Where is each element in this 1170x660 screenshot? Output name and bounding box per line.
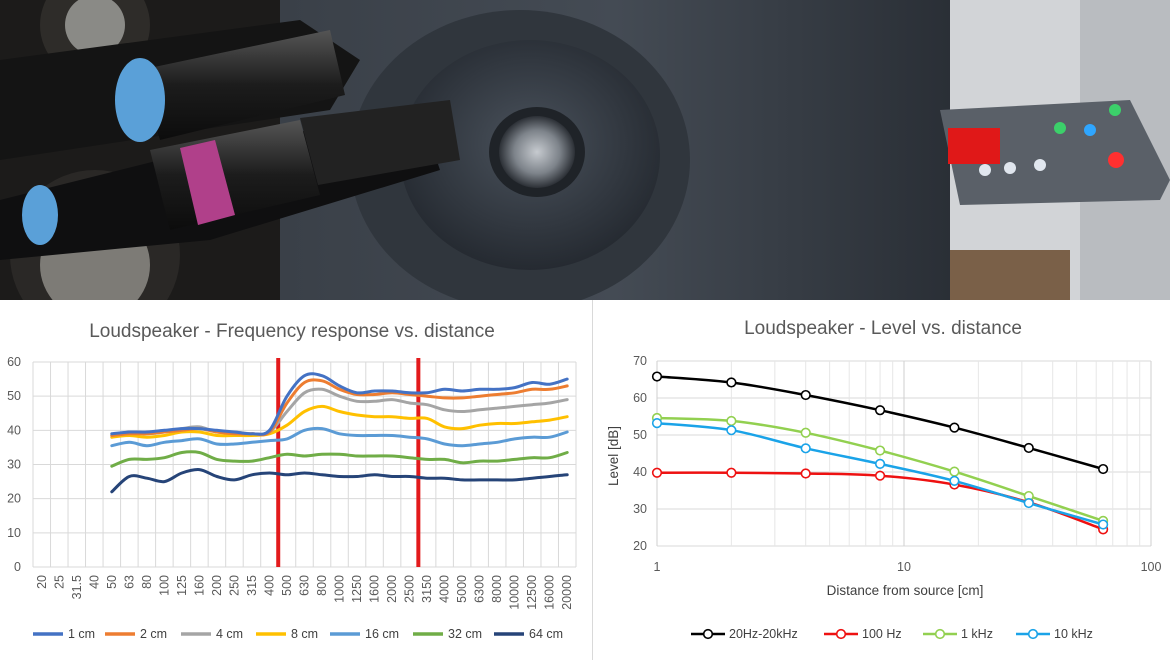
- y-tick-label: 30: [7, 458, 21, 472]
- chart-title: Loudspeaker - Level vs. distance: [744, 318, 1022, 339]
- frequency-response-chart: Loudspeaker - Frequency response vs. dis…: [7, 321, 577, 641]
- level-vs-distance-chart: Loudspeaker - Level vs. distance 20 30 40 5…: [606, 318, 1162, 641]
- data-point: [1098, 463, 1109, 475]
- data-point: [1023, 497, 1034, 509]
- data-point: [874, 470, 886, 481]
- x-tick-label: 160: [192, 575, 206, 596]
- data-point: [1023, 442, 1034, 454]
- x-tick-label: 100: [157, 575, 171, 596]
- data-point: [726, 377, 737, 388]
- x-tick-label: 500: [280, 575, 294, 596]
- y-tick-label: 50: [633, 428, 647, 442]
- data-point: [651, 467, 663, 478]
- x-tick-label: 2000: [385, 575, 399, 603]
- data-point: [800, 427, 811, 438]
- series-line: [110, 426, 569, 448]
- data-point: [800, 389, 811, 401]
- x-tick-label: 16000: [543, 575, 557, 610]
- x-tick-label: 12500: [525, 575, 539, 610]
- data-point: [651, 418, 663, 429]
- data-point: [874, 458, 886, 469]
- y-tick-label: 20: [633, 539, 647, 553]
- legend-label: 1 cm: [68, 627, 95, 641]
- data-point: [800, 443, 811, 454]
- x-tick-label: 250: [227, 575, 241, 596]
- chart-title: Loudspeaker - Frequency response vs. dis…: [89, 321, 495, 342]
- y-tick-label: 50: [7, 389, 21, 403]
- x-tick-label: 4000: [438, 575, 452, 603]
- x-tick-label: 40: [87, 575, 101, 589]
- data-point: [651, 371, 663, 382]
- series-line: [110, 468, 569, 494]
- data-point: [874, 405, 886, 416]
- y-tick-label: 60: [7, 355, 21, 369]
- legend-label: 2 cm: [140, 627, 167, 641]
- x-tick-label: 25: [52, 575, 66, 589]
- x-axis-label: Distance from source [cm]: [827, 583, 984, 598]
- x-tick-label: 10000: [508, 575, 522, 610]
- data-point: [949, 466, 960, 477]
- legend-label: 8 cm: [291, 627, 318, 641]
- x-tick-label: 1: [654, 560, 661, 574]
- legend-label: 1 kHz: [961, 627, 993, 641]
- series-line: [110, 372, 569, 436]
- x-tick-label: 100: [1141, 560, 1162, 574]
- legend-marker: [1027, 628, 1039, 640]
- x-tick-label: 31.5: [70, 575, 84, 599]
- y-tick-label: 0: [14, 560, 21, 574]
- data-point: [1098, 519, 1109, 530]
- x-tick-label: 2500: [403, 575, 417, 603]
- x-tick-label: 200: [210, 575, 224, 596]
- legend-marker: [934, 628, 946, 640]
- x-tick-label: 80: [140, 575, 154, 589]
- legend-marker: [702, 628, 714, 640]
- y-tick-label: 40: [7, 423, 21, 437]
- data-point: [874, 445, 886, 456]
- loudspeaker-measurement-photo: [0, 0, 1170, 300]
- x-tick-label: 63: [122, 575, 136, 589]
- x-tick-label: 315: [245, 575, 259, 596]
- legend-label: 4 cm: [216, 627, 243, 641]
- x-tick-label: 10: [897, 560, 911, 574]
- y-tick-label: 10: [7, 526, 21, 540]
- legend-marker: [835, 628, 847, 640]
- data-point: [949, 422, 960, 433]
- legend-label: 32 cm: [448, 627, 482, 641]
- x-tick-label: 1600: [368, 575, 382, 603]
- level-vs-distance-panel: Loudspeaker - Level vs. distance 20 30 40 5…: [593, 300, 1170, 660]
- x-tick-label: 400: [262, 575, 276, 596]
- data-point: [800, 468, 811, 479]
- x-tick-label: 6300: [473, 575, 487, 603]
- y-tick-label: 40: [633, 465, 647, 479]
- x-tick-label: 20000: [560, 575, 574, 610]
- x-tick-label: 800: [315, 575, 329, 596]
- data-point: [726, 425, 737, 436]
- x-tick-label: 125: [175, 575, 189, 596]
- x-tick-label: 630: [298, 575, 312, 596]
- y-tick-label: 20: [7, 492, 21, 506]
- x-tick-label: 8000: [490, 575, 504, 603]
- y-tick-label: 70: [633, 354, 647, 368]
- legend-label: 64 cm: [529, 627, 563, 641]
- y-axis-label: Level [dB]: [606, 426, 621, 486]
- series-line: [110, 404, 569, 439]
- y-tick-label: 60: [633, 391, 647, 405]
- x-tick-label: 5000: [455, 575, 469, 603]
- legend-label: 20Hz-20kHz: [729, 627, 798, 641]
- series-line: [110, 450, 569, 468]
- legend-label: 16 cm: [365, 627, 399, 641]
- legend-label: 100 Hz: [862, 627, 902, 641]
- x-tick-label: 3150: [420, 575, 434, 603]
- legend-label: 10 kHz: [1054, 627, 1093, 641]
- x-tick-label: 50: [105, 575, 119, 589]
- data-point: [949, 475, 960, 486]
- data-point: [726, 467, 737, 478]
- y-tick-label: 30: [633, 502, 647, 516]
- x-tick-label: 20: [35, 575, 49, 589]
- x-tick-label: 1250: [350, 575, 364, 603]
- frequency-response-panel: Loudspeaker - Frequency response vs. dis…: [0, 300, 593, 660]
- x-tick-label: 1000: [333, 575, 347, 603]
- data-point: [726, 415, 737, 427]
